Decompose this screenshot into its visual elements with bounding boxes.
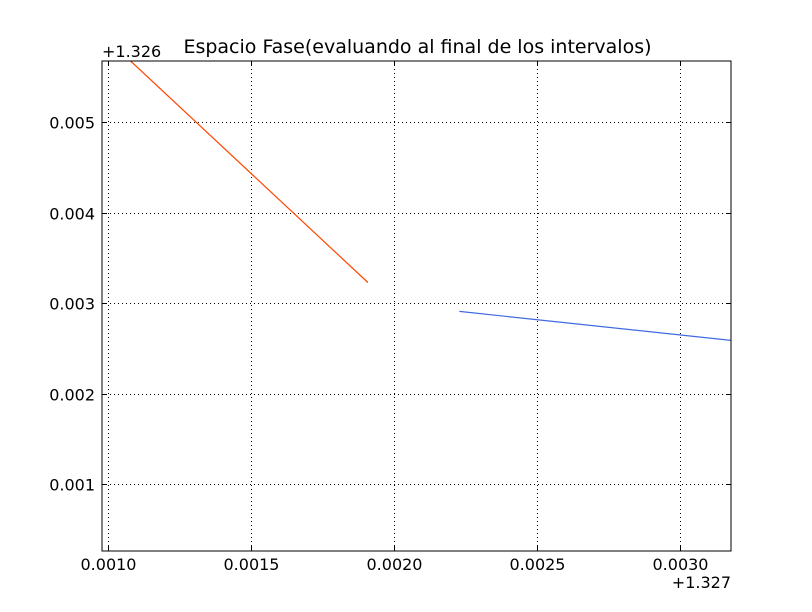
series-line-2 [459, 310, 731, 341]
y-tick-label: 0.001 [49, 476, 95, 495]
grid [102, 61, 731, 551]
ticks: 0.0010 0.0015 0.0020 0.0025 0.0030 0.001 0.002… [49, 61, 731, 574]
y-tick-label: 0.003 [49, 295, 95, 314]
y-tick-label: 0.005 [49, 114, 95, 133]
x-axis-offset-label: +1.327 [672, 573, 731, 592]
series-line-1 [130, 61, 369, 283]
chart-title: Espacio Fase(evaluando al final de los i… [183, 36, 651, 58]
x-tick-label: 0.0030 [653, 555, 709, 574]
y-tick-label: 0.002 [49, 386, 95, 405]
x-tick-label: 0.0020 [367, 555, 423, 574]
x-tick-label: 0.0010 [81, 555, 137, 574]
axes-frame [101, 60, 732, 552]
y-axis-offset-label: +1.326 [102, 42, 161, 61]
x-tick-label: 0.0025 [510, 555, 566, 574]
x-tick-label: 0.0015 [224, 555, 280, 574]
y-tick-label: 0.004 [49, 205, 95, 224]
series-layer [130, 61, 731, 341]
